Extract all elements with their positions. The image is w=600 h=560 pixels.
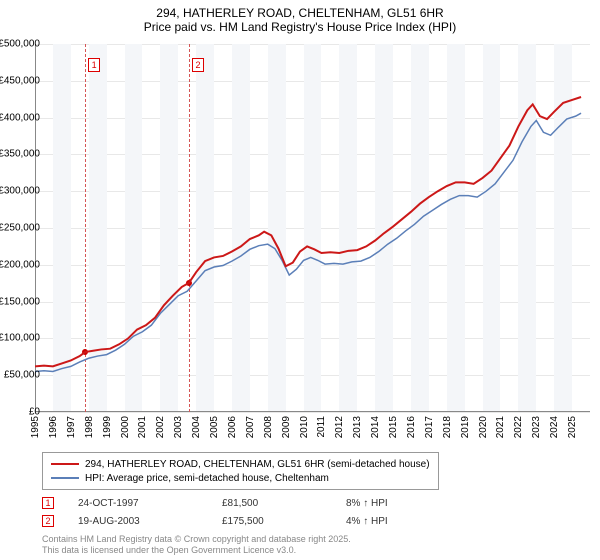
x-tick-label: 2005 <box>209 416 220 438</box>
footer-line2: This data is licensed under the Open Gov… <box>42 545 351 556</box>
sale-marker-1: 1 <box>42 497 54 509</box>
x-tick-label: 2019 <box>460 416 471 438</box>
y-tick-label: £400,000 <box>0 112 40 123</box>
x-tick-label: 2020 <box>478 416 489 438</box>
x-tick-label: 2003 <box>173 416 184 438</box>
legend-swatch-hpi <box>51 477 79 479</box>
x-tick-label: 2011 <box>316 416 327 438</box>
x-tick-label: 1998 <box>84 416 95 438</box>
y-tick-label: £100,000 <box>0 333 40 344</box>
sales-row-1: 1 24-OCT-1997 £81,500 8% ↑ HPI <box>42 494 466 512</box>
sale-hpi-1: 8% ↑ HPI <box>346 498 466 509</box>
x-tick-label: 2001 <box>137 416 148 438</box>
sales-row-2: 2 19-AUG-2003 £175,500 4% ↑ HPI <box>42 512 466 530</box>
y-tick-label: £250,000 <box>0 223 40 234</box>
x-tick-label: 2021 <box>495 416 506 438</box>
sale-hpi-2: 4% ↑ HPI <box>346 516 466 527</box>
x-tick-label: 1999 <box>102 416 113 438</box>
x-tick-label: 2009 <box>281 416 292 438</box>
series-hpi <box>35 113 581 371</box>
y-tick-label: £350,000 <box>0 149 40 160</box>
x-tick-label: 2014 <box>370 416 381 438</box>
x-tick-label: 2015 <box>388 416 399 438</box>
legend-swatch-property <box>51 463 79 465</box>
x-tick-label: 2016 <box>406 416 417 438</box>
y-tick-label: £450,000 <box>0 75 40 86</box>
x-tick-label: 2004 <box>191 416 202 438</box>
chart-lines <box>35 44 590 412</box>
legend-label-property: 294, HATHERLEY ROAD, CHELTENHAM, GL51 6H… <box>85 459 430 470</box>
legend-item-hpi: HPI: Average price, semi-detached house,… <box>51 471 430 485</box>
x-tick-label: 2013 <box>352 416 363 438</box>
y-tick-label: £300,000 <box>0 186 40 197</box>
x-tick-label: 2023 <box>531 416 542 438</box>
x-tick-label: 2006 <box>227 416 238 438</box>
x-tick-label: 2018 <box>442 416 453 438</box>
x-tick-label: 2024 <box>549 416 560 438</box>
series-property <box>35 97 581 366</box>
x-tick-label: 2017 <box>424 416 435 438</box>
x-tick-label: 2000 <box>120 416 131 438</box>
x-tick-label: 1997 <box>66 416 77 438</box>
x-tick-label: 2008 <box>263 416 274 438</box>
x-tick-label: 1996 <box>48 416 59 438</box>
sales-table: 1 24-OCT-1997 £81,500 8% ↑ HPI 2 19-AUG-… <box>42 494 466 530</box>
legend: 294, HATHERLEY ROAD, CHELTENHAM, GL51 6H… <box>42 452 439 490</box>
title-subtitle: Price paid vs. HM Land Registry's House … <box>0 20 600 34</box>
title-address: 294, HATHERLEY ROAD, CHELTENHAM, GL51 6H… <box>0 6 600 20</box>
x-tick-label: 2002 <box>155 416 166 438</box>
sale-price-2: £175,500 <box>222 516 322 527</box>
x-tick-label: 2022 <box>513 416 524 438</box>
y-tick-label: £500,000 <box>0 39 40 50</box>
x-tick-label: 1995 <box>30 416 41 438</box>
legend-label-hpi: HPI: Average price, semi-detached house,… <box>85 473 329 484</box>
x-tick-label: 2010 <box>299 416 310 438</box>
chart-container: 294, HATHERLEY ROAD, CHELTENHAM, GL51 6H… <box>0 0 600 560</box>
y-tick-label: £150,000 <box>0 296 40 307</box>
plot-area: 12 <box>35 44 590 412</box>
footer-line1: Contains HM Land Registry data © Crown c… <box>42 534 351 545</box>
sale-marker-2: 2 <box>42 515 54 527</box>
chart-title: 294, HATHERLEY ROAD, CHELTENHAM, GL51 6H… <box>0 0 600 36</box>
x-tick-label: 2012 <box>334 416 345 438</box>
footer-attribution: Contains HM Land Registry data © Crown c… <box>42 534 351 556</box>
sale-price-1: £81,500 <box>222 498 322 509</box>
sale-date-2: 19-AUG-2003 <box>78 516 198 527</box>
x-tick-label: 2025 <box>567 416 578 438</box>
y-tick-label: £200,000 <box>0 259 40 270</box>
sale-date-1: 24-OCT-1997 <box>78 498 198 509</box>
x-tick-label: 2007 <box>245 416 256 438</box>
y-tick-label: £50,000 <box>4 370 40 381</box>
legend-item-property: 294, HATHERLEY ROAD, CHELTENHAM, GL51 6H… <box>51 457 430 471</box>
